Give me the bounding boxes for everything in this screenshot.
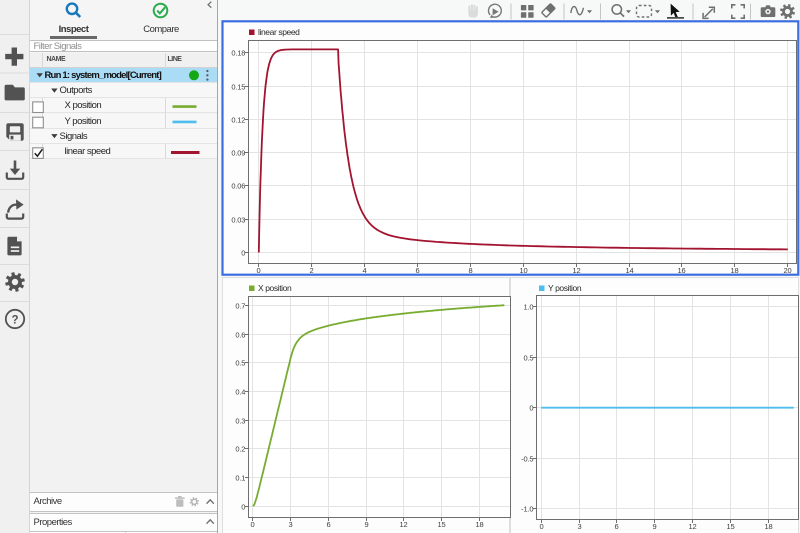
svg-text:9: 9 — [365, 520, 369, 529]
svg-text:8: 8 — [469, 266, 473, 275]
svg-text:0.18: 0.18 — [231, 48, 245, 57]
svg-text:18: 18 — [765, 522, 773, 531]
svg-text:0.2: 0.2 — [235, 444, 245, 453]
svg-text:0: 0 — [540, 522, 544, 531]
svg-text:0: 0 — [251, 520, 255, 529]
svg-text:18: 18 — [476, 520, 484, 529]
svg-text:0: 0 — [241, 248, 245, 257]
svg-text:0.7: 0.7 — [235, 301, 245, 310]
svg-text:linear speed: linear speed — [258, 27, 300, 37]
svg-text:9: 9 — [653, 522, 657, 531]
svg-text:?: ? — [11, 314, 18, 326]
svg-text:0.5: 0.5 — [523, 353, 533, 362]
svg-text:1.0: 1.0 — [523, 302, 533, 311]
svg-text:0.6: 0.6 — [235, 330, 245, 339]
svg-text:0: 0 — [241, 502, 245, 511]
svg-text:0: 0 — [529, 403, 533, 412]
svg-text:0: 0 — [257, 266, 261, 275]
svg-text:X position: X position — [258, 283, 292, 293]
svg-text:14: 14 — [626, 266, 634, 275]
svg-text:12: 12 — [573, 266, 581, 275]
svg-text:18: 18 — [731, 266, 739, 275]
svg-text:0.03: 0.03 — [231, 215, 245, 224]
svg-text:3: 3 — [289, 520, 293, 529]
svg-text:0.15: 0.15 — [231, 82, 245, 91]
svg-text:10: 10 — [520, 266, 528, 275]
svg-text:20: 20 — [784, 266, 792, 275]
svg-text:0.3: 0.3 — [235, 416, 245, 425]
svg-text:16: 16 — [678, 266, 686, 275]
svg-text:12: 12 — [400, 520, 408, 529]
svg-text:0.09: 0.09 — [231, 148, 245, 157]
svg-text:6: 6 — [416, 266, 420, 275]
svg-text:Y position: Y position — [548, 283, 582, 293]
svg-text:4: 4 — [363, 266, 367, 275]
svg-text:12: 12 — [689, 522, 697, 531]
svg-text:-1.0: -1.0 — [521, 504, 533, 513]
svg-text:0.06: 0.06 — [231, 181, 245, 190]
svg-text:0.12: 0.12 — [231, 115, 245, 124]
svg-text:15: 15 — [438, 520, 446, 529]
svg-text:2: 2 — [310, 266, 314, 275]
svg-text:15: 15 — [727, 522, 735, 531]
svg-text:0.4: 0.4 — [235, 387, 245, 396]
svg-text:3: 3 — [578, 522, 582, 531]
svg-text:0.5: 0.5 — [235, 358, 245, 367]
svg-text:-0.5: -0.5 — [521, 454, 533, 463]
svg-text:6: 6 — [615, 522, 619, 531]
svg-text:0.1: 0.1 — [235, 473, 245, 482]
svg-text:6: 6 — [327, 520, 331, 529]
